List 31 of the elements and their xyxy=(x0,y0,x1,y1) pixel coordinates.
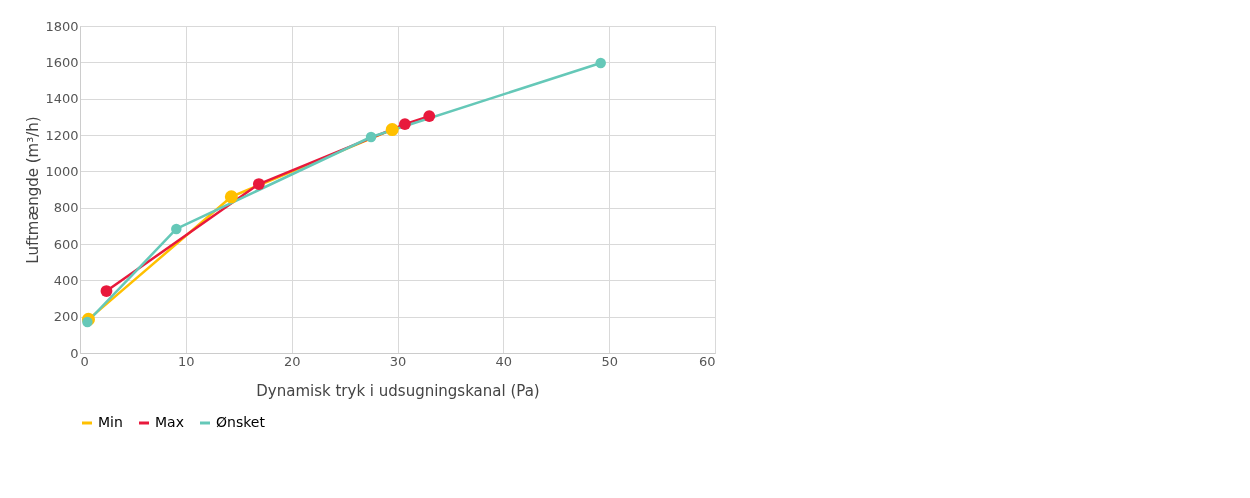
x-tick-label: 30 xyxy=(389,353,407,369)
point xyxy=(224,190,238,204)
point xyxy=(365,131,377,143)
point xyxy=(423,110,436,123)
x-axis-title: Dynamisk tryk i udsugningskanal (Pa) xyxy=(256,381,540,400)
y-tick-label: 1400 xyxy=(45,91,79,107)
point xyxy=(252,178,265,190)
point xyxy=(100,285,113,297)
legend-label: Ønsket xyxy=(216,414,266,430)
x-tick-label: 20 xyxy=(283,353,301,369)
x-tick-label: 60 xyxy=(698,353,716,369)
y-tick-label: 800 xyxy=(53,200,79,216)
y-tick-label: 1000 xyxy=(45,163,79,179)
y-tick-label: 1200 xyxy=(45,127,79,143)
x-tick-label: 10 xyxy=(178,353,195,369)
legend-label: Max xyxy=(155,414,184,430)
y-tick-label: 200 xyxy=(53,309,79,325)
y-tick-label: 1600 xyxy=(45,54,79,70)
legend-label: Min xyxy=(98,414,123,430)
y-tick-label: 1800 xyxy=(45,18,79,34)
x-tick-label: 40 xyxy=(495,353,513,369)
y-tick-label: 400 xyxy=(53,272,79,288)
x-tick-label: 0 xyxy=(80,353,89,369)
point xyxy=(398,118,411,130)
x-tick-label: 50 xyxy=(601,353,618,369)
point xyxy=(385,123,399,137)
point xyxy=(171,223,182,235)
y-axis-title: Luftmængde (m³/h) xyxy=(24,116,43,264)
point xyxy=(595,57,606,69)
point xyxy=(82,316,93,328)
y-tick-label: 600 xyxy=(53,236,79,252)
